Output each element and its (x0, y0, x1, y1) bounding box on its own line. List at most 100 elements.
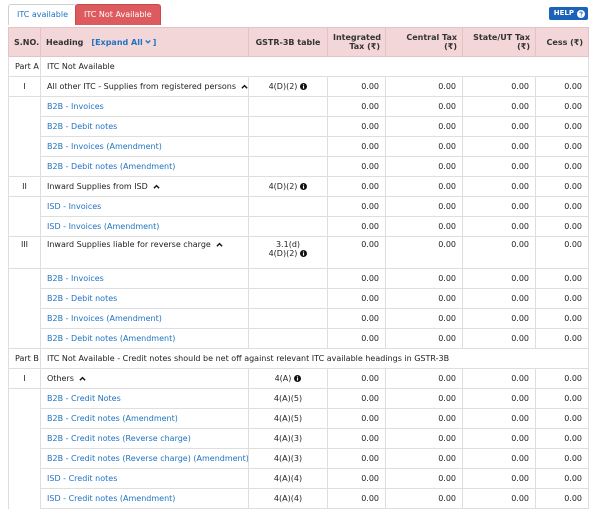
item-link[interactable]: B2B - Invoices (Amendment) (47, 142, 162, 151)
amount-cell: 0.00 (535, 308, 589, 329)
collapse-caret[interactable] (78, 375, 87, 382)
collapse-caret[interactable] (240, 83, 248, 90)
item-heading: ISD - Credit notes (40, 468, 249, 489)
item-link[interactable]: ISD - Invoices (47, 202, 102, 211)
section-heading: Inward Supplies liable for reverse charg… (40, 236, 249, 269)
tab-active[interactable]: ITC Not Available (75, 4, 161, 25)
blank-cell (8, 196, 41, 217)
amount: 0.00 (361, 202, 379, 211)
item-row: ISD - Invoices (Amendment) 0.00 0.00 0.00 0.… (8, 216, 589, 237)
gstr-cell (248, 308, 328, 329)
expand-all[interactable]: [Expand All] (91, 38, 156, 47)
amount: 0.00 (564, 454, 582, 463)
amount-cell: 0.00 (385, 288, 463, 309)
amount-cell: 0.00 (385, 116, 463, 137)
amount: 0.00 (361, 434, 379, 443)
gstr-ref: 4(A)(5) (273, 394, 303, 403)
collapse-caret[interactable] (152, 183, 161, 190)
blank-cell (8, 408, 41, 429)
help-button[interactable]: HELP (548, 7, 588, 20)
column-title: Heading (46, 37, 84, 47)
column-header: GSTR-3B table (248, 27, 328, 57)
amount-cell: 0.00 (535, 236, 589, 269)
serial-number: II (8, 176, 41, 197)
amount-cell: 0.00 (535, 408, 589, 429)
amount-cell: 0.00 (462, 76, 536, 97)
amount: 0.00 (564, 142, 582, 151)
amount-cell: 0.00 (385, 408, 463, 429)
tab[interactable]: ITC available (8, 4, 78, 25)
column-title: GSTR-3B table (255, 37, 321, 47)
item-link[interactable]: B2B - Credit notes (Reverse charge) (47, 434, 191, 443)
amount: 0.00 (361, 414, 379, 423)
part-row: Part A ITC Not Available (8, 56, 589, 77)
item-link[interactable]: B2B - Invoices (47, 102, 104, 111)
item-link[interactable]: B2B - Invoices (47, 274, 104, 283)
item-row: B2B - Debit notes (Amendment) 0.00 0.00 0.0… (8, 156, 589, 177)
amount: 0.00 (361, 394, 379, 403)
amount: 0.00 (564, 394, 582, 403)
serial-number: III (8, 236, 41, 269)
amount: 0.00 (564, 414, 582, 423)
item-link[interactable]: B2B - Credit Notes (47, 394, 121, 403)
gstr-ref: 4(A)(5) (273, 414, 303, 423)
amount-cell: 0.00 (462, 388, 536, 409)
amount-cell: 0.00 (535, 216, 589, 237)
column-header: Central Tax (₹) (385, 27, 463, 57)
section-title: Inward Supplies liable for reverse charg… (47, 240, 211, 249)
item-link[interactable]: B2B - Debit notes (Amendment) (47, 334, 176, 343)
amount: 0.00 (438, 294, 456, 303)
item-link[interactable]: B2B - Credit notes (Reverse charge) (Ame… (47, 454, 249, 463)
amount: 0.00 (361, 182, 379, 191)
amount-cell: 0.00 (327, 216, 386, 237)
amount: 0.00 (564, 474, 582, 483)
amount: 0.00 (564, 102, 582, 111)
part-label: Part A (8, 56, 41, 77)
collapse-caret[interactable] (215, 241, 224, 248)
amount: 0.00 (361, 142, 379, 151)
amount: 0.00 (564, 222, 582, 231)
section-title: All other ITC - Supplies from registered… (47, 82, 237, 91)
amount-cell: 0.00 (462, 196, 536, 217)
gstr-cell: 4(A)(3) (248, 428, 328, 449)
item-row: ISD - Credit notes 4(A)(4) 0.00 0.00 0.00 0.0… (8, 468, 589, 489)
item-link[interactable]: B2B - Debit notes (47, 294, 118, 303)
itc-table: S.NO. Heading [Expand All] GSTR-3B table Int… (8, 27, 589, 509)
gstr-cell: 4(A)(5) (248, 408, 328, 429)
amount-cell: 0.00 (385, 176, 463, 197)
item-link[interactable]: ISD - Credit notes (Amendment) (47, 494, 176, 503)
amount-cell: 0.00 (462, 488, 536, 509)
item-link[interactable]: ISD - Credit notes (47, 474, 118, 483)
column-title: Central Tax (₹) (406, 33, 457, 51)
gstr-cell: 4(A)(3) (248, 448, 328, 469)
item-row: B2B - Debit notes 0.00 0.00 0.00 0.00 (8, 288, 589, 309)
amount-cell: 0.00 (535, 328, 589, 349)
amount-cell: 0.00 (462, 428, 536, 449)
amount-cell: 0.00 (535, 468, 589, 489)
item-link[interactable]: B2B - Invoices (Amendment) (47, 314, 162, 323)
amount: 0.00 (361, 494, 379, 503)
item-link[interactable]: B2B - Debit notes (47, 122, 118, 131)
blank-cell (8, 288, 41, 309)
amount-cell: 0.00 (462, 216, 536, 237)
amount: 0.00 (438, 122, 456, 131)
item-heading: B2B - Invoices (Amendment) (40, 308, 249, 329)
item-row: B2B - Invoices 0.00 0.00 0.00 0.00 (8, 268, 589, 289)
part-title: ITC Not Available (40, 56, 589, 77)
blank-cell (8, 428, 41, 449)
info-icon (294, 375, 302, 382)
amount: 0.00 (361, 294, 379, 303)
amount: 0.00 (511, 414, 529, 423)
item-heading: B2B - Debit notes (40, 116, 249, 137)
section-heading: All other ITC - Supplies from registered… (40, 76, 249, 97)
amount-cell: 0.00 (385, 236, 463, 269)
item-link[interactable]: B2B - Debit notes (Amendment) (47, 162, 176, 171)
item-link[interactable]: B2B - Credit notes (Amendment) (47, 414, 178, 423)
gstr-ref: 3.1(d) (275, 240, 301, 249)
amount: 0.00 (564, 240, 582, 249)
gstr-cell (248, 96, 328, 117)
serial-number: I (8, 76, 41, 97)
gstr-cell (248, 288, 328, 309)
item-link[interactable]: ISD - Invoices (Amendment) (47, 222, 160, 231)
